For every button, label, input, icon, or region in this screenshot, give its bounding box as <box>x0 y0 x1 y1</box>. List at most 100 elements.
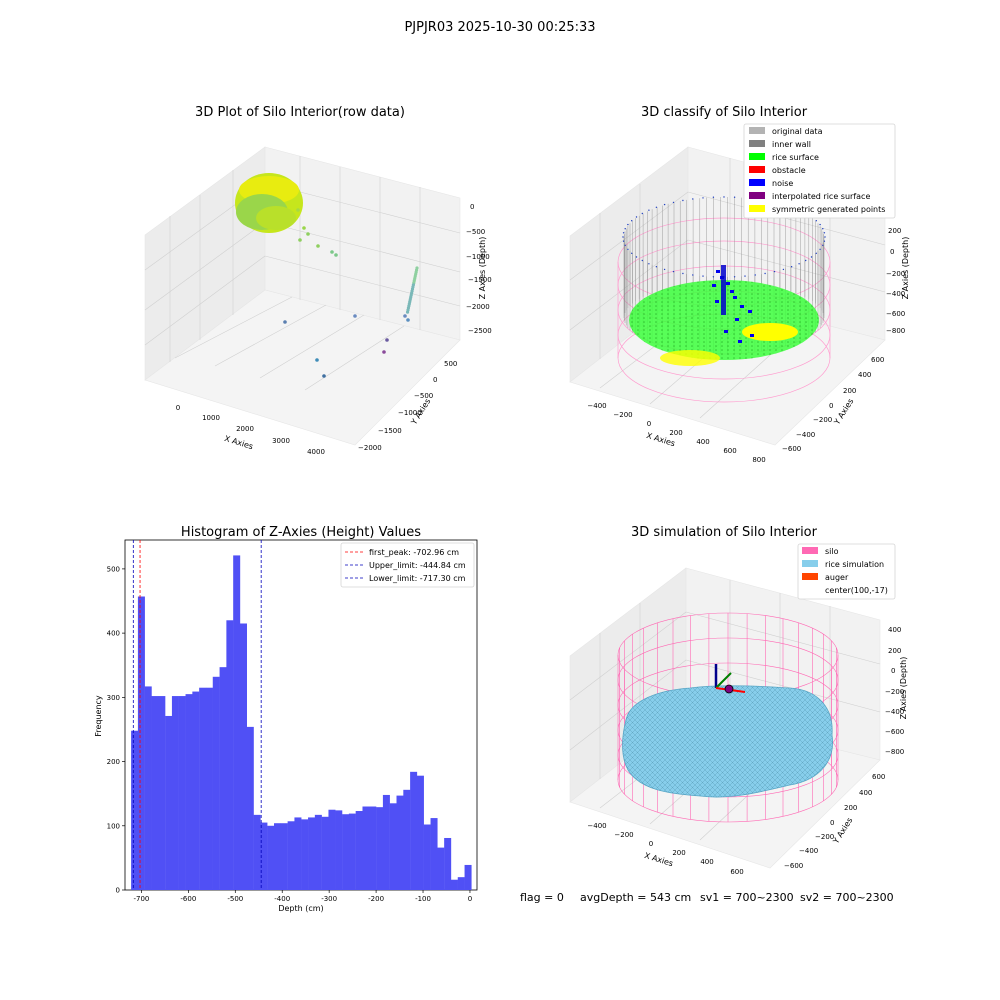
histogram-x-tick-label: -600 <box>180 895 196 903</box>
histogram-x-tick-label: -300 <box>321 895 337 903</box>
classify-noise-point <box>663 203 666 206</box>
histogram-bar <box>246 726 254 890</box>
classify-x-tick-5: 600 <box>723 447 736 455</box>
raw-outlier-point <box>406 318 410 322</box>
raw-x-tick-0: 0 <box>176 404 180 412</box>
raw-y-tick-3: −1000 <box>398 409 422 417</box>
raw-outlier-point <box>382 350 386 354</box>
classify-noise-point <box>822 244 824 246</box>
histogram-bar <box>450 879 458 890</box>
raw-data-3d-plot: 3D Plot of Silo Interior(row data) 0 1000… <box>144 105 492 456</box>
raw-z-tick-4: −2000 <box>466 303 490 311</box>
histogram-bar <box>464 864 472 890</box>
simulation-rice-surface-mesh <box>622 685 833 798</box>
classify-noise-cluster <box>730 290 734 293</box>
classify-noise-point <box>631 220 633 222</box>
histogram-x-ticks: -700 -600 -500 -400 -300 -200 -100 0 <box>133 890 472 903</box>
raw-y-tick-5: −2000 <box>358 444 382 452</box>
classify-noise-cluster <box>750 334 754 337</box>
histogram-bar <box>233 555 241 890</box>
classify-noise-cluster <box>738 340 742 343</box>
histogram-bar <box>403 789 411 890</box>
footer-flag: flag = 0 <box>520 891 564 904</box>
simulation-z-tick-3: −200 <box>885 688 904 696</box>
histogram-y-tick-label: 500 <box>107 565 120 573</box>
classify-x-ticks: −400 −200 0 200 400 600 800 <box>587 402 765 464</box>
simulation-legend-label: rice simulation <box>825 560 884 569</box>
histogram-bar <box>423 824 431 890</box>
classify-noise-point <box>805 259 807 262</box>
classify-y-axis-label: Y Axies <box>832 397 856 427</box>
raw-z-tick-2: −1000 <box>466 253 490 261</box>
histogram-bar <box>416 775 424 890</box>
classify-x-tick-2: 0 <box>647 420 651 428</box>
simulation-x-axis-label: X Axies <box>643 851 674 868</box>
simulation-z-axis-label: Z Axies (Depth) <box>899 657 908 720</box>
histogram-bar <box>192 691 200 890</box>
histogram-bar <box>369 806 377 890</box>
histogram-bar <box>430 818 438 890</box>
raw-outlier-point <box>315 358 319 362</box>
footer-avg-depth: avgDepth = 543 cm <box>580 891 691 904</box>
classify-noise-point <box>648 263 650 265</box>
histogram-bar <box>308 817 316 890</box>
histogram-bar <box>321 816 329 890</box>
classify-legend-swatch <box>749 179 765 186</box>
raw-x-tick-4: 4000 <box>307 448 325 456</box>
histogram-bar <box>178 696 186 890</box>
classify-legend-label: symmetric generated points <box>772 205 885 214</box>
simulation-y-tick-5: −400 <box>799 847 818 855</box>
histogram-x-tick-label: -700 <box>133 895 149 903</box>
simulation-x-tick-2: 0 <box>649 840 653 848</box>
classify-z-tick-2: −200 <box>886 270 905 278</box>
classify-noise-point <box>672 270 675 273</box>
simulation-x-tick-3: 200 <box>672 849 685 857</box>
histogram-x-tick-label: 0 <box>468 895 472 903</box>
raw-z-axis-label: Z Axies (Depth) <box>478 237 487 300</box>
raw-outlier-point <box>283 320 287 324</box>
simulation-legend-label: center(100,-17) <box>825 586 888 595</box>
classify-legend-swatch <box>749 192 765 199</box>
histogram-bar <box>137 596 145 890</box>
raw-z-ticks: 0 −500 −1000 −1500 −2000 −2500 <box>466 203 492 335</box>
raw-outlier-point <box>403 314 407 318</box>
simulation-x-tick-0: −400 <box>587 822 606 830</box>
histogram-bar <box>457 877 465 890</box>
histogram-bar <box>239 623 247 890</box>
histogram-bar <box>171 696 179 890</box>
histogram-bar <box>165 715 173 890</box>
histogram-bar <box>410 771 418 890</box>
simulation-legend-label: silo <box>825 547 839 556</box>
histogram-bar <box>260 822 268 890</box>
histogram-bar <box>205 687 213 890</box>
classify-x-tick-3: 200 <box>669 429 682 437</box>
classify-noise-point <box>754 274 756 276</box>
footer-sv1: sv1 = 700~2300 <box>700 891 794 904</box>
histogram-bar <box>314 814 322 890</box>
classify-noise-point <box>624 228 626 230</box>
simulation-z-tick-1: 200 <box>888 647 901 655</box>
histogram-title: Histogram of Z-Axies (Height) Values <box>181 525 421 540</box>
raw-outlier-point <box>322 374 326 378</box>
histogram-y-tick-label: 400 <box>107 630 120 638</box>
classify-legend-label: interpolated rice surface <box>772 192 870 201</box>
raw-y-tick-2: −500 <box>414 392 433 400</box>
classify-y-tick-4: −200 <box>813 416 832 424</box>
classify-noise-point <box>631 252 633 254</box>
histogram-bar <box>158 696 166 890</box>
classify-z-ticks: 200 0 −200 −400 −600 −800 <box>886 227 905 335</box>
histogram-bar <box>348 813 356 890</box>
classify-legend-label: obstacle <box>772 166 806 175</box>
classify-noise-point <box>635 256 638 258</box>
raw-x-tick-3: 3000 <box>272 437 290 445</box>
classify-legend: original data inner wall rice surface obsta… <box>743 123 896 219</box>
classify-noise-point <box>641 259 643 262</box>
histogram-bar <box>328 809 336 890</box>
simulation-legend-swatch <box>802 560 818 567</box>
classify-noise-point <box>624 244 626 246</box>
classify-noise-point <box>810 256 813 258</box>
simulation-z-tick-2: 0 <box>891 667 895 675</box>
raw-z-tick-3: −1500 <box>468 276 492 284</box>
simulation-y-tick-0: 600 <box>872 773 885 781</box>
